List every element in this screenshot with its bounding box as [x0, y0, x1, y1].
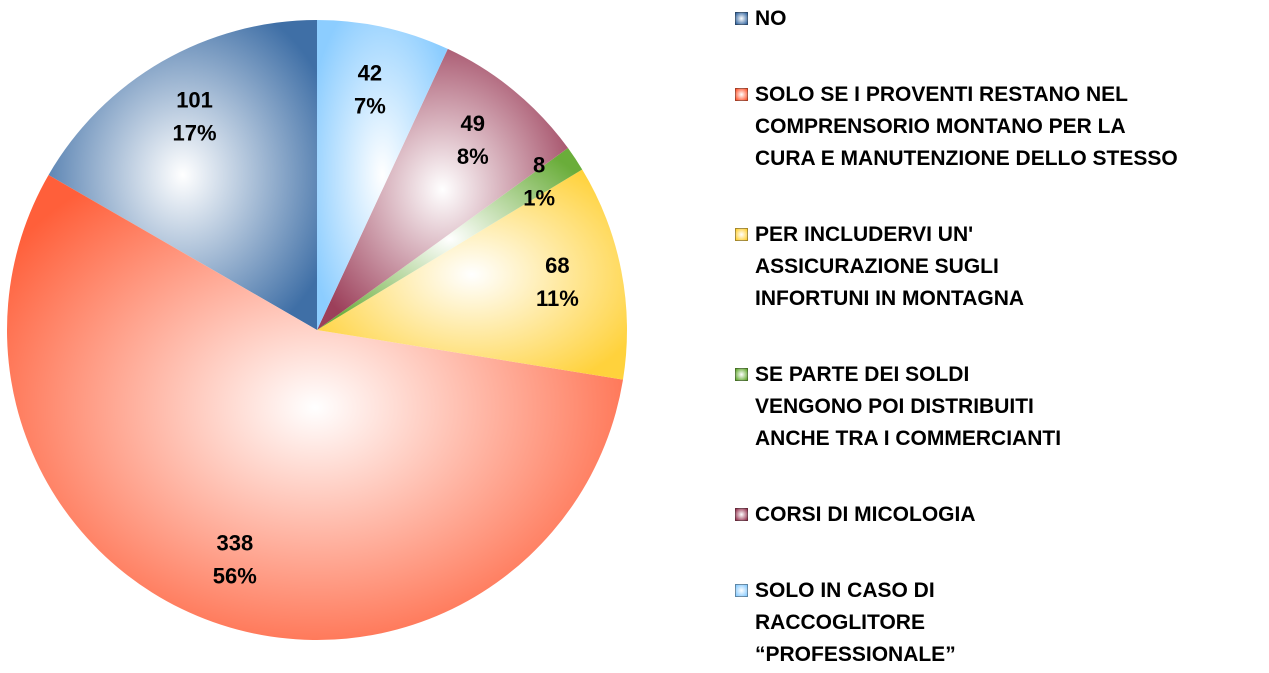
value-label: 338 — [216, 531, 253, 556]
legend-swatch — [735, 228, 748, 241]
percent-label: 56% — [213, 564, 257, 589]
value-label: 68 — [545, 253, 569, 278]
legend-item: SE PARTE DEI SOLDI VENGONO POI DISTRIBUI… — [735, 359, 1265, 455]
pie-slice — [317, 48, 568, 331]
legend-item: CORSI DI MICOLOGIA — [735, 499, 1265, 531]
legend-item: PER INCLUDERVI UN' ASSICURAZIONE SUGLI I… — [735, 219, 1265, 315]
pie-slice — [7, 175, 624, 640]
chart: 101 17% 338 56% 68 11% 8 1% 49 8% 42 7% — [7, 20, 627, 640]
value-label: 8 — [533, 152, 545, 177]
percent-label: 8% — [457, 144, 489, 169]
percent-label: 11% — [536, 286, 579, 311]
percent-label: 1% — [523, 185, 555, 210]
legend-label: SOLO SE I PROVENTI RESTANO NEL COMPRENSO… — [755, 83, 1178, 170]
legend-swatch — [735, 508, 748, 521]
legend-swatch — [735, 88, 748, 101]
pie-slice — [317, 20, 448, 330]
legend-item: NO — [735, 3, 1265, 35]
pie-slice — [317, 148, 583, 330]
legend-swatch — [735, 368, 748, 381]
legend-swatch — [735, 12, 748, 25]
percent-label: 17% — [173, 121, 217, 146]
legend-label: SE PARTE DEI SOLDI VENGONO POI DISTRIBUI… — [755, 363, 1062, 450]
legend-label: CORSI DI MICOLOGIA — [755, 503, 976, 526]
legend-item: SOLO IN CASO DI RACCOGLITORE “PROFESSION… — [735, 575, 1265, 671]
value-label: 42 — [358, 61, 382, 86]
legend-swatch — [735, 584, 748, 597]
pie-slice — [317, 169, 627, 380]
legend-label: NO — [755, 7, 787, 30]
legend-item: SOLO SE I PROVENTI RESTANO NEL COMPRENSO… — [735, 79, 1265, 175]
pie-slice — [48, 20, 317, 330]
value-label: 101 — [176, 88, 213, 113]
value-label: 49 — [461, 111, 485, 136]
legend: NO SOLO SE I PROVENTI RESTANO NEL COMPREN… — [735, 3, 1265, 671]
percent-label: 7% — [354, 94, 386, 119]
legend-label: PER INCLUDERVI UN' ASSICURAZIONE SUGLI I… — [755, 223, 1025, 310]
legend-label: SOLO IN CASO DI RACCOGLITORE “PROFESSION… — [755, 579, 956, 666]
